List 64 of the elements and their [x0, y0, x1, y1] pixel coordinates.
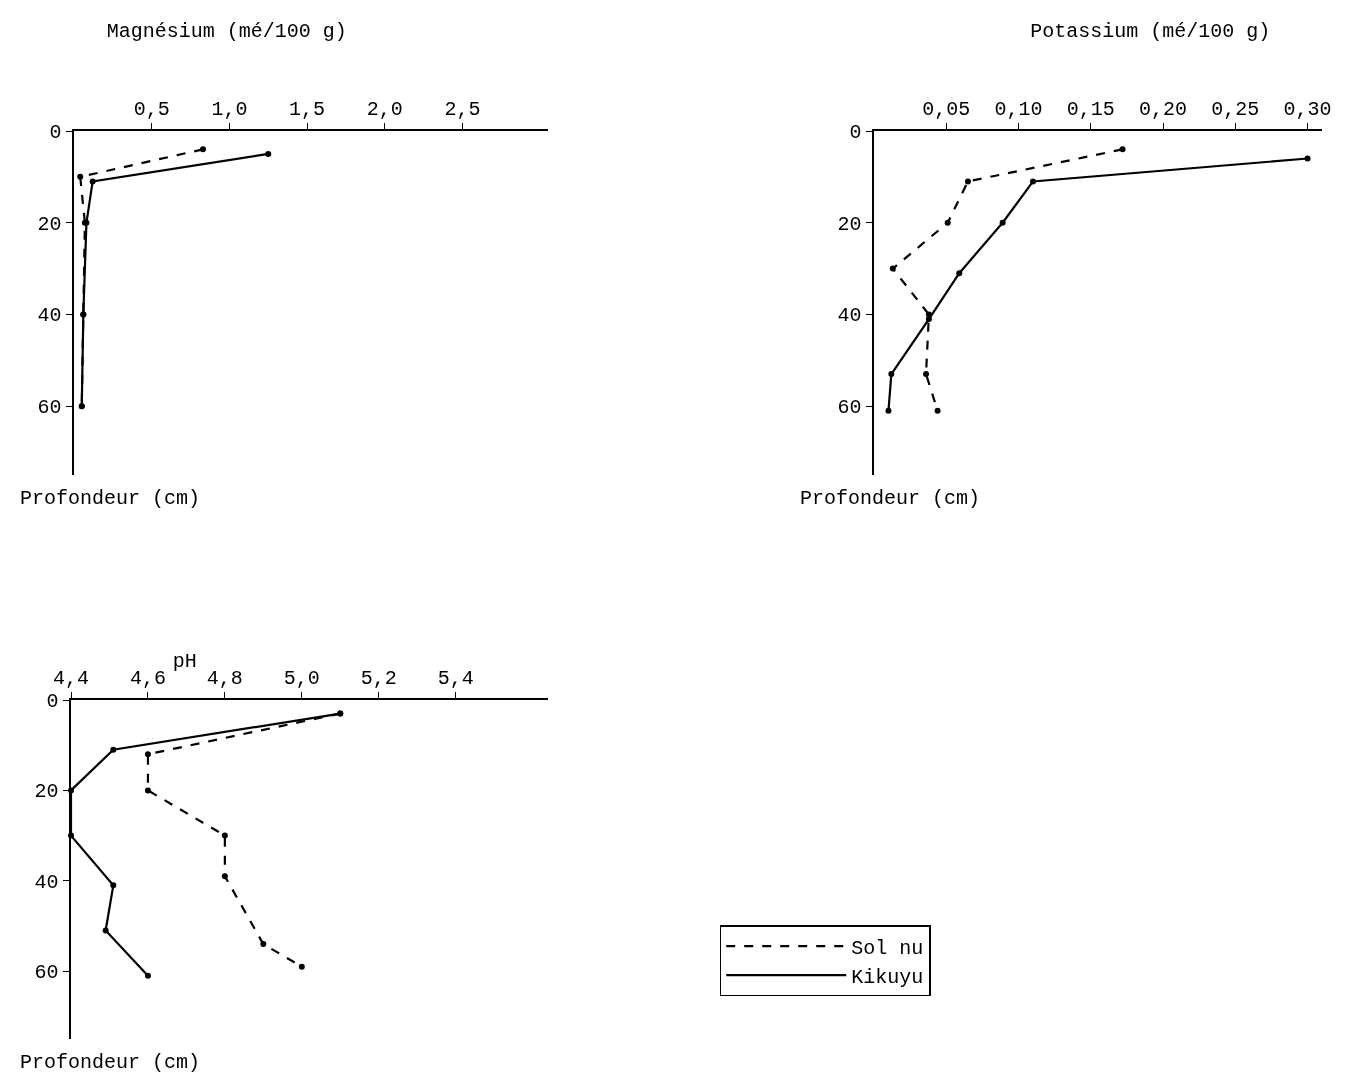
- point: [221, 832, 228, 839]
- x-tick-label: 0,5: [133, 97, 170, 121]
- point: [925, 316, 932, 323]
- point: [956, 270, 963, 277]
- x-tick-label: 1,0: [211, 97, 248, 121]
- x-tick-label: 0,25: [1211, 97, 1260, 121]
- y-tick-label: 60: [37, 396, 62, 420]
- point: [999, 219, 1006, 226]
- point: [102, 927, 109, 934]
- point: [89, 178, 96, 185]
- x-tick-label: 5,2: [360, 666, 397, 690]
- y-tick-label: 0: [49, 121, 62, 144]
- text: Kikuyu: [851, 965, 924, 989]
- point: [1029, 178, 1036, 185]
- x-tick-label: 0,30: [1283, 97, 1332, 121]
- point: [221, 873, 228, 880]
- point: [889, 265, 896, 272]
- y-tick-label: 40: [837, 304, 862, 328]
- point: [110, 882, 117, 889]
- point: [144, 787, 151, 794]
- x-tick-label: 4,6: [129, 666, 166, 690]
- point: [144, 972, 151, 979]
- y-tick-label: 20: [837, 212, 862, 236]
- point: [944, 219, 951, 226]
- y-tick-label: 60: [837, 396, 862, 420]
- y-tick-label: 40: [34, 870, 59, 894]
- point: [885, 407, 892, 414]
- x-tick-label: 0,10: [994, 97, 1043, 121]
- point: [1304, 155, 1311, 162]
- y-axis-title: Profondeur (cm): [20, 1051, 201, 1074]
- point: [298, 963, 305, 970]
- y-axis-title: Profondeur (cm): [20, 487, 201, 510]
- point: [888, 371, 895, 378]
- point: [265, 150, 272, 157]
- y-tick-label: 20: [37, 212, 62, 236]
- point: [110, 746, 117, 753]
- y-tick-label: 20: [34, 780, 59, 804]
- x-tick-label: 0,20: [1139, 97, 1188, 121]
- chart-title: pH: [172, 650, 197, 674]
- point: [77, 173, 84, 180]
- x-tick-label: 5,0: [283, 666, 320, 690]
- x-tick-label: 1,5: [289, 97, 326, 121]
- point: [934, 407, 941, 414]
- point: [923, 371, 930, 378]
- y-tick-label: 0: [849, 121, 862, 144]
- x-tick-label: 0,15: [1066, 97, 1115, 121]
- chart-title: Potassium (mé/100 g): [1030, 20, 1271, 44]
- y-tick-label: 0: [46, 690, 59, 713]
- x-tick-label: 4,4: [52, 666, 90, 690]
- x-tick-label: 2,0: [366, 97, 403, 121]
- point: [199, 146, 206, 153]
- point: [260, 941, 267, 948]
- point: [964, 178, 971, 185]
- y-tick-label: 60: [34, 961, 59, 985]
- point: [144, 751, 151, 758]
- text: Sol nu: [851, 936, 924, 960]
- x-tick-label: 5,4: [437, 666, 474, 690]
- x-tick-label: 0,05: [922, 97, 971, 121]
- x-tick-label: 2,5: [444, 97, 481, 121]
- y-tick-label: 40: [37, 304, 62, 328]
- y-axis-title: Profondeur (cm): [800, 487, 981, 510]
- point: [1119, 146, 1126, 153]
- chart-title: Magnésium (mé/100 g): [106, 20, 347, 44]
- x-tick-label: 4,8: [206, 666, 243, 690]
